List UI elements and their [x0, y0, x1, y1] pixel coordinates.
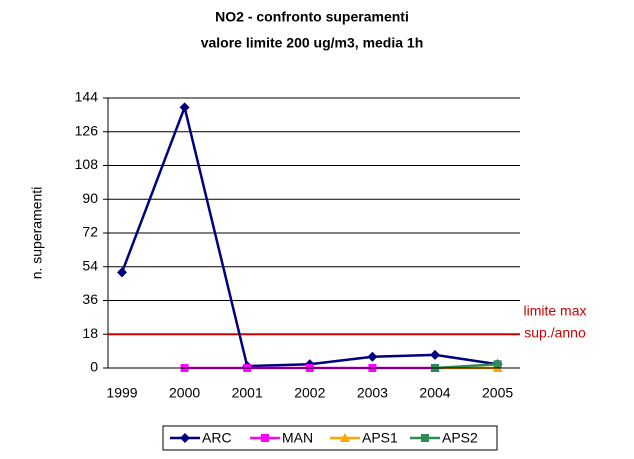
- y-tick-label: 108: [75, 156, 99, 172]
- y-tick-label: 72: [82, 224, 98, 240]
- legend-label: APS1: [362, 430, 398, 446]
- marker: [340, 433, 350, 442]
- x-tick-label: 1999: [106, 385, 137, 401]
- series-line: [120, 103, 498, 368]
- x-tick-label: 2005: [482, 385, 513, 401]
- chart-subtitle: valore limite 200 ug/m3, media 1h: [201, 35, 424, 51]
- x-tick-label: 2000: [169, 385, 200, 401]
- limit-label: limite max: [523, 303, 586, 319]
- y-tick-label: 126: [75, 122, 99, 138]
- limit-label: sup./anno: [524, 325, 586, 341]
- marker: [367, 351, 378, 362]
- y-tick-label: 144: [75, 89, 99, 105]
- marker: [179, 102, 190, 113]
- marker: [261, 434, 269, 442]
- y-tick-label: 90: [82, 190, 98, 206]
- legend-label: APS2: [442, 430, 478, 446]
- y-tick-label: 18: [82, 325, 98, 341]
- legend-label: MAN: [282, 430, 313, 446]
- x-tick-label: 2002: [294, 385, 325, 401]
- x-tick-label: 2004: [419, 385, 450, 401]
- marker: [421, 434, 429, 442]
- marker: [180, 433, 190, 443]
- marker: [430, 349, 440, 360]
- marker: [117, 267, 127, 278]
- legend-label: ARC: [202, 430, 232, 446]
- x-tick-label: 2003: [357, 385, 388, 401]
- chart-title: NO2 - confronto superamenti: [215, 9, 409, 25]
- y-tick-label: 54: [82, 257, 98, 273]
- y-axis-label: n. superamenti: [29, 187, 45, 280]
- y-tick-label: 0: [90, 359, 98, 375]
- marker: [493, 360, 502, 369]
- x-tick-label: 2001: [232, 385, 263, 401]
- series-line: [434, 363, 498, 370]
- y-tick-label: 36: [82, 291, 98, 307]
